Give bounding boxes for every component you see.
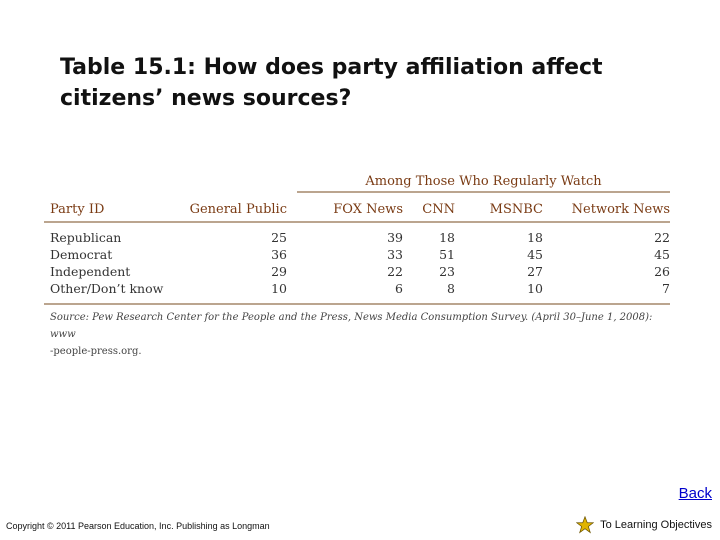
table-cell: 45	[654, 247, 670, 262]
table-cell: 51	[439, 247, 455, 262]
group-header: Among Those Who Regularly Watch	[44, 174, 670, 196]
table-row: Independent 29 22 23 27 26	[44, 263, 670, 280]
source-note: Source: Pew Research Center for the Peop…	[44, 305, 670, 360]
table-row: Republican 25 39 18 18 22	[44, 222, 670, 246]
table-cell: 27	[527, 264, 543, 279]
col-general-public: General Public	[179, 196, 287, 223]
table-cell: 25	[271, 230, 287, 245]
row-label: Independent	[50, 264, 131, 279]
table-cell: 22	[654, 230, 670, 245]
row-label: Other/Don’t know	[44, 280, 179, 305]
row-label: Democrat	[50, 247, 113, 262]
party-news-table: Among Those Who Regularly Watch Party ID…	[44, 174, 670, 360]
col-cnn: CNN	[403, 196, 455, 223]
source-line: -people-press.org.	[50, 346, 142, 357]
table-cell: 6	[287, 280, 403, 305]
col-party-id: Party ID	[44, 196, 179, 223]
slide-title: Table 15.1: How does party affiliation a…	[60, 55, 603, 111]
header-row: Party ID General Public FOX News CNN MSN…	[44, 196, 670, 223]
table-cell: 18	[439, 230, 455, 245]
table-cell: 26	[654, 264, 670, 279]
table-cell: 36	[271, 247, 287, 262]
col-fox-news: FOX News	[287, 196, 403, 223]
table-cell: 39	[387, 230, 403, 245]
table-cell: 29	[271, 264, 287, 279]
copyright-notice: Copyright © 2011 Pearson Education, Inc.…	[6, 521, 270, 531]
col-network-news: Network News	[543, 196, 670, 223]
col-msnbc: MSNBC	[455, 196, 543, 223]
table-cell: 33	[387, 247, 403, 262]
table-cell: 10	[455, 280, 543, 305]
table-cell: 8	[403, 280, 455, 305]
table-row: Other/Don’t know 10 6 8 10 7	[44, 280, 670, 305]
learning-objectives-link[interactable]: To Learning Objectives	[575, 515, 712, 534]
data-table: Party ID General Public FOX News CNN MSN…	[44, 196, 670, 305]
table-cell: 10	[179, 280, 287, 305]
table-cell: 7	[543, 280, 670, 305]
table-cell: 18	[527, 230, 543, 245]
source-line: Source: Pew Research Center for the Peop…	[50, 312, 653, 340]
back-link[interactable]: Back	[678, 485, 712, 502]
row-label: Republican	[50, 230, 122, 245]
objectives-label: To Learning Objectives	[600, 519, 712, 531]
group-header-label: Among Those Who Regularly Watch	[297, 174, 670, 193]
table-cell: 45	[527, 247, 543, 262]
table-cell: 22	[387, 264, 403, 279]
table-cell: 23	[439, 264, 455, 279]
star-icon	[575, 515, 595, 534]
table-row: Democrat 36 33 51 45 45	[44, 246, 670, 263]
star-shape	[575, 515, 595, 534]
